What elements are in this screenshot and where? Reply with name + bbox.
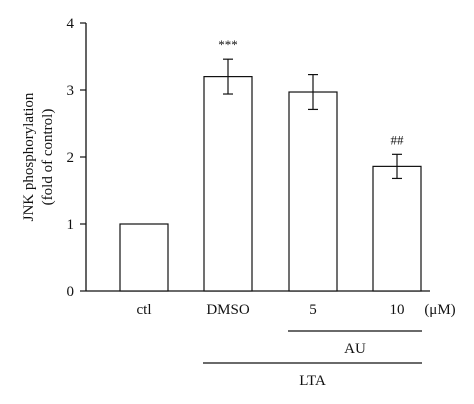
error-bar — [308, 73, 318, 111]
bar — [372, 165, 422, 292]
bracket-label: AU — [344, 341, 366, 357]
x-axis-labels: ctl DMSO 5 10 — [137, 302, 405, 318]
x-tick-label: 5 — [309, 302, 317, 318]
bar — [288, 91, 338, 292]
significance-label: *** — [218, 37, 238, 52]
y-axis-label-line1: JNK phosphorylation — [21, 92, 37, 221]
bar — [119, 223, 169, 292]
x-tick-label: ctl — [137, 302, 152, 318]
bar — [203, 75, 253, 292]
significance-label: ## — [391, 132, 405, 147]
y-tick-label: 3 — [67, 83, 75, 99]
y-tick-label: 4 — [67, 16, 75, 32]
bracket: LTA — [203, 362, 422, 389]
x-tick-label: DMSO — [206, 302, 250, 318]
treatment-brackets: AU LTA — [203, 330, 422, 389]
x-unit-label: (μM) — [424, 302, 455, 318]
error-bar — [223, 58, 233, 95]
y-axis-ticks: 0 1 2 3 4 — [67, 16, 86, 300]
y-tick-label: 1 — [67, 217, 75, 233]
bracket-label: LTA — [299, 373, 326, 389]
y-axis-label: JNK phosphorylation (fold of control) — [21, 92, 56, 221]
y-axis-label-line2: (fold of control) — [40, 109, 56, 206]
y-tick-label: 2 — [67, 150, 75, 166]
bars-group: *** ## — [119, 37, 422, 292]
bracket: AU — [288, 330, 422, 357]
y-tick-label: 0 — [67, 284, 75, 300]
x-tick-label: 10 — [390, 302, 405, 318]
error-bar — [392, 153, 402, 180]
